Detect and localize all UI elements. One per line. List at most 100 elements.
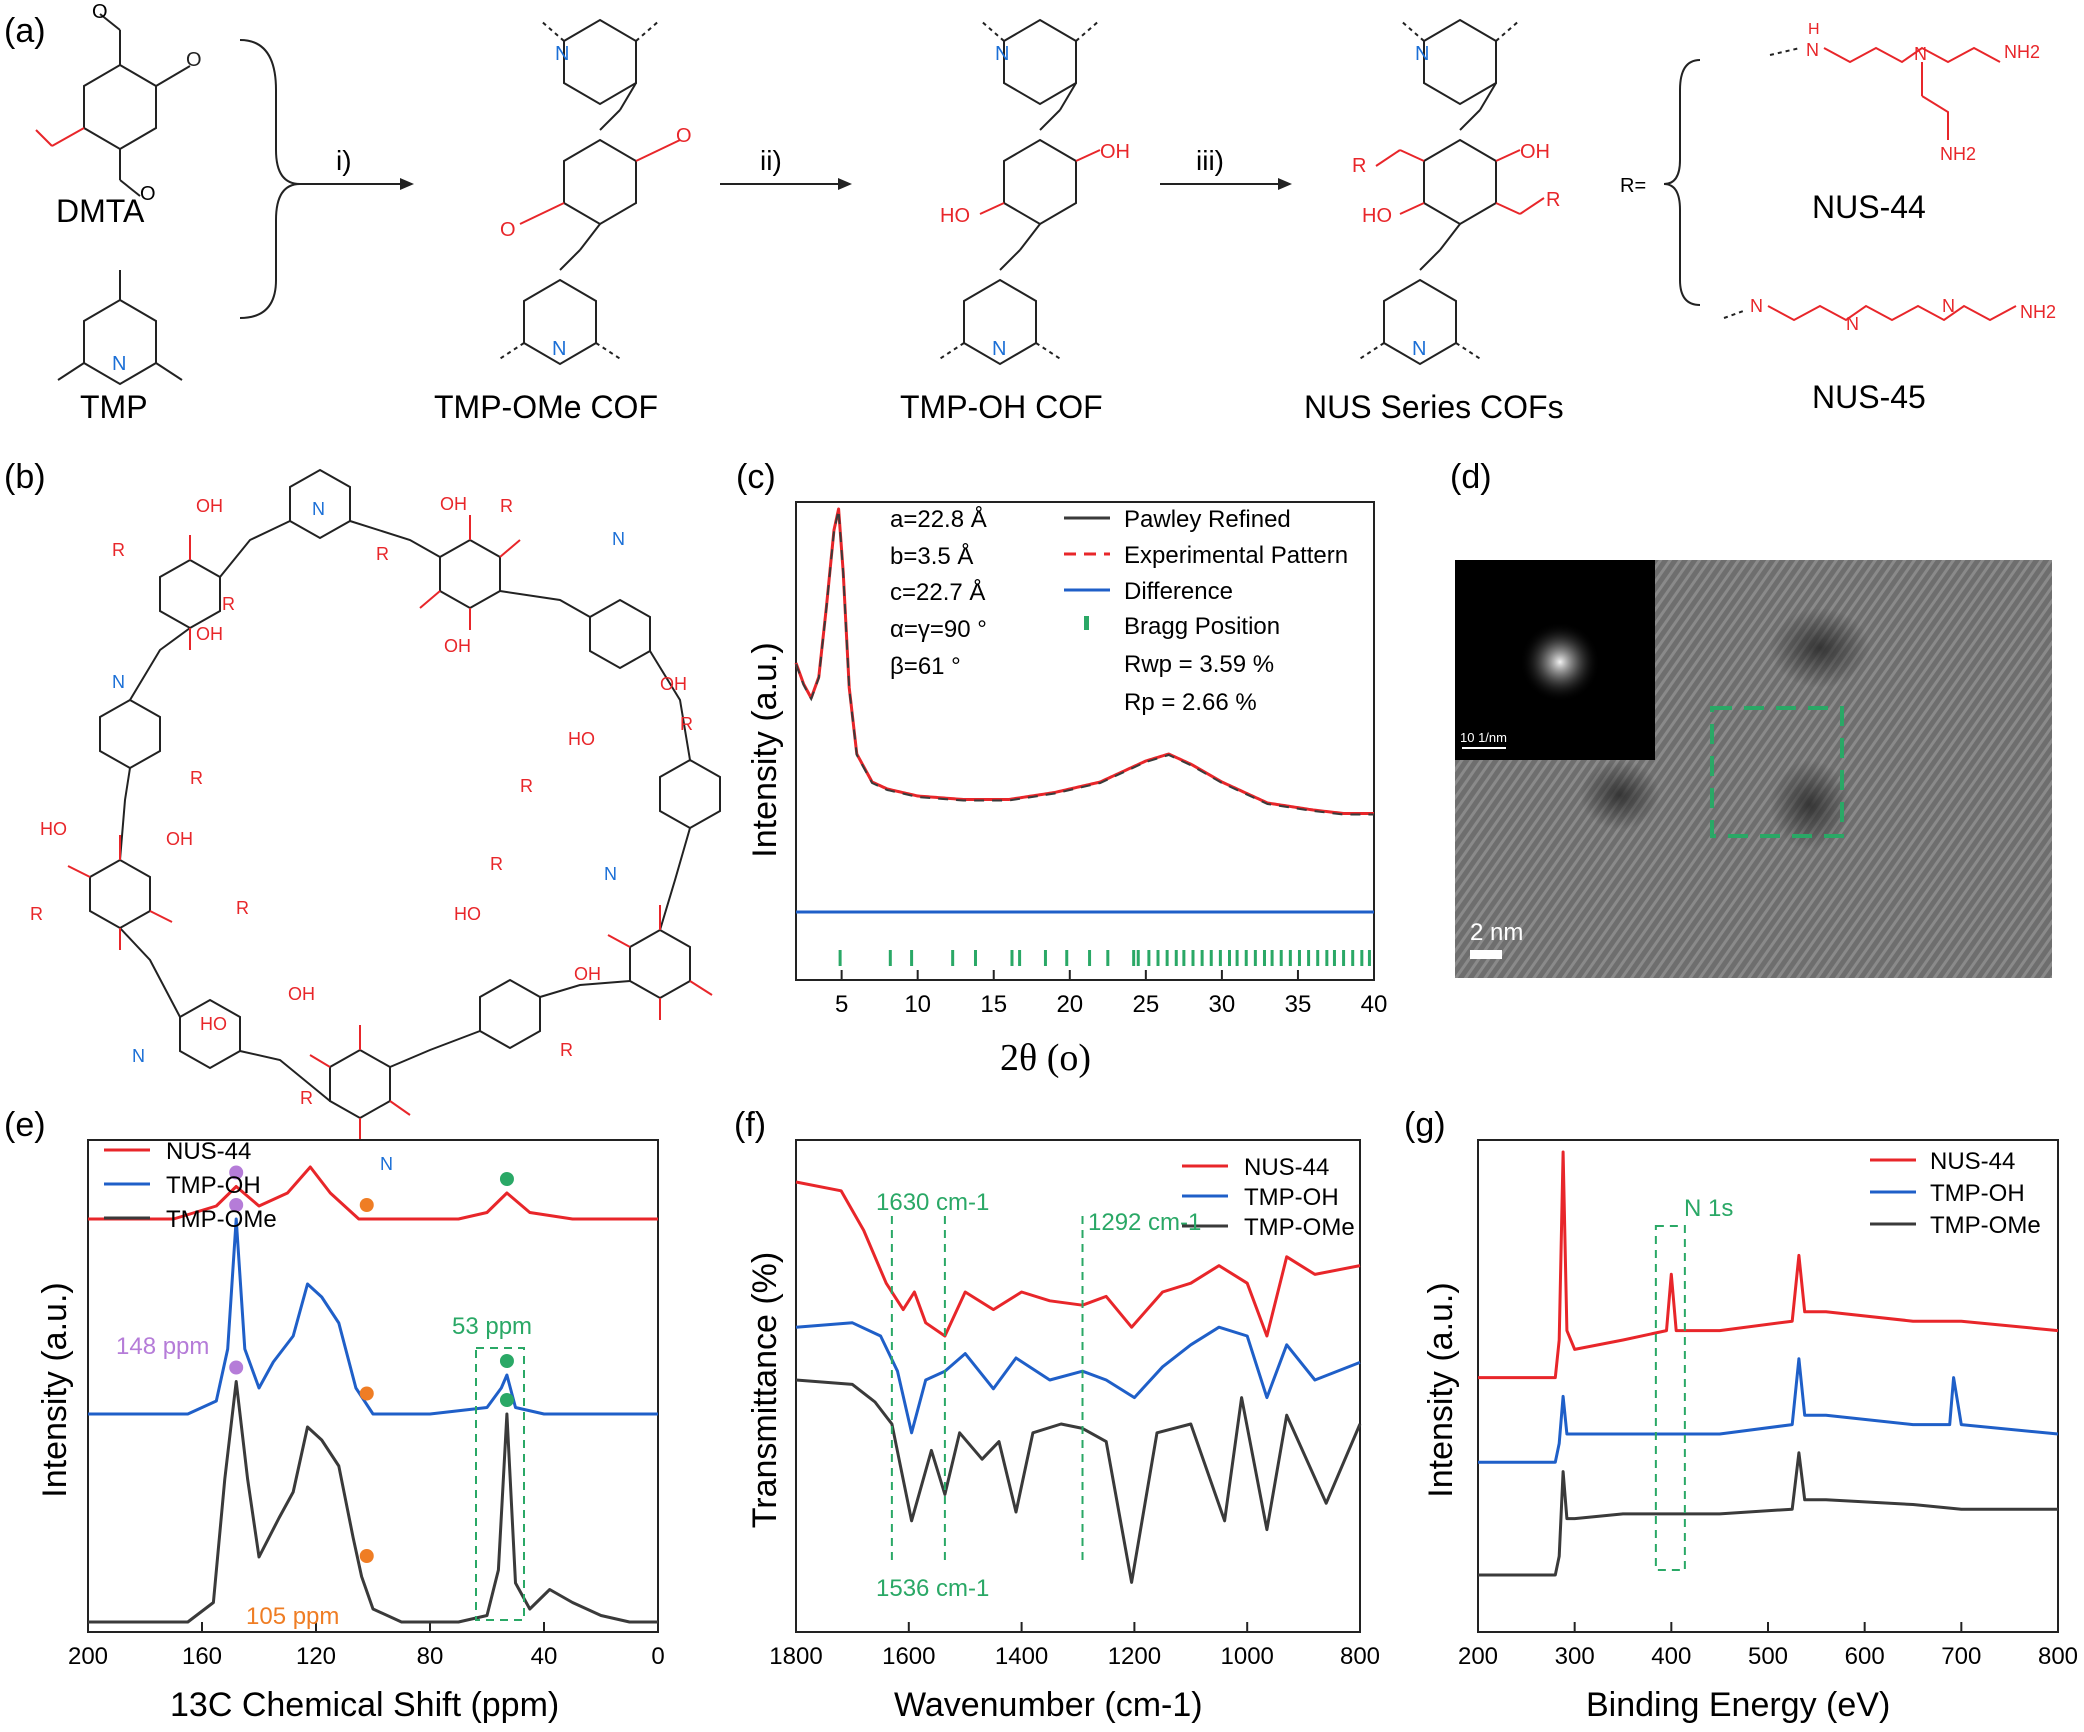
x-tick-label: 1200 <box>1108 1643 1161 1670</box>
panel-a: (a) O O O DMTA N TMP i) <box>4 1 2056 425</box>
panel-c: (c) 5 10 15 20 25 30 35 40 2θ (o) Intensity (a.… <box>736 458 1387 1079</box>
x-tick-label: 25 <box>1132 991 1159 1018</box>
legend-g-tmpome: TMP-OMe <box>1930 1212 2041 1239</box>
legend-e-nus44: NUS-44 <box>166 1138 251 1165</box>
panel-label-e: (e) <box>4 1106 46 1144</box>
panel-e: (e) 200 160 120 80 40 0 13C Chemical Shift (p… <box>4 1106 665 1724</box>
pore-n-3: N <box>112 672 125 692</box>
tmp-structure <box>57 270 183 386</box>
nus45-amine-3: N <box>1942 296 1955 316</box>
annotation-53ppm: 53 ppm <box>452 1313 532 1340</box>
pore-n-2: N <box>612 529 625 549</box>
bragg-mark <box>1165 950 1169 966</box>
legend-difference: Difference <box>1124 578 1233 605</box>
tem-scale-label: 2 nm <box>1470 919 1523 946</box>
pore-r-10: R <box>560 1040 573 1060</box>
annotation-n1s: N 1s <box>1684 1195 1733 1222</box>
legend-experimental: Experimental Pattern <box>1124 542 1348 569</box>
tmp-oh-nitrogen-bottom: N <box>992 338 1006 360</box>
tmp-ome-cof-label: TMP-OMe COF <box>434 389 658 425</box>
series-tmp-oh <box>1478 1357 2059 1464</box>
pore-r-3: R <box>112 540 125 560</box>
plot-c-xlabel: 2θ (o) <box>1000 1037 1091 1079</box>
tem-highlight-box <box>1710 706 1844 838</box>
peak-marker <box>359 1549 374 1563</box>
bragg-mark <box>1351 950 1355 966</box>
cell-param-alpha-gamma: α=γ=90 ° <box>890 616 987 643</box>
x-tick-label: 1000 <box>1221 1643 1274 1670</box>
x-tick-label: 15 <box>980 991 1007 1018</box>
pore-n-1: N <box>312 499 325 519</box>
x-tick-label: 200 <box>68 1643 108 1670</box>
legend-bragg: Bragg Position <box>1124 613 1280 640</box>
pore-oh-11: OH <box>288 984 315 1004</box>
x-tick-label: 300 <box>1555 1643 1595 1670</box>
plot-e-ticks: 200 160 120 80 40 0 <box>68 1622 665 1670</box>
bragg-mark <box>1325 950 1329 966</box>
legend-g-nus44: NUS-44 <box>1930 1148 2015 1175</box>
nus44-tertiary-n: N <box>1914 44 1927 64</box>
tmp-oh-hydroxyl-right: OH <box>1100 141 1130 163</box>
panel-label-c: (c) <box>736 458 776 496</box>
tmp-oh-cof-label: TMP-OH COF <box>900 389 1103 425</box>
x-tick-label: 80 <box>417 1643 444 1670</box>
pore-r-6: R <box>680 714 693 734</box>
peak-marker <box>359 1198 374 1212</box>
x-tick-label: 35 <box>1285 991 1312 1018</box>
x-tick-label: 800 <box>1340 1643 1380 1670</box>
panel-label-d: (d) <box>1450 458 1492 496</box>
x-tick-label: 120 <box>296 1643 336 1670</box>
x-tick-label: 700 <box>1941 1643 1981 1670</box>
plot-g-xlabel: Binding Energy (eV) <box>1586 1686 1890 1724</box>
annotation-148ppm: 148 ppm <box>116 1333 209 1360</box>
nus44-terminal-nh2: NH2 <box>2004 42 2040 62</box>
pore-oh-1: OH <box>440 494 467 514</box>
pore-r-9: R <box>490 854 503 874</box>
step2-label: ii) <box>760 145 782 176</box>
bragg-mark <box>1209 950 1213 966</box>
nus-nitrogen-top: N <box>1415 43 1429 65</box>
bragg-mark <box>1297 950 1301 966</box>
bragg-mark <box>1106 950 1110 966</box>
pore-oh-10: OH <box>574 964 601 984</box>
series-nus-44 <box>1478 1150 2059 1380</box>
bragg-mark <box>1288 950 1292 966</box>
panel-g: (g) 200 300 400 500 600 700 800 Binding Energy… <box>1404 1106 2078 1724</box>
refinement-rp: Rp = 2.66 % <box>1124 689 1257 716</box>
peak-marker <box>499 1172 514 1186</box>
pore-n-6: N <box>380 1154 393 1174</box>
plot-e-lines <box>88 1165 658 1624</box>
pore-oh-7: HO <box>40 819 67 839</box>
cell-param-c: c=22.7 Å <box>890 578 985 606</box>
nus45-substituent <box>1723 304 2017 322</box>
series-tmp-ome <box>1478 1451 2058 1577</box>
bragg-mark <box>1018 950 1022 966</box>
dmta-oxygen-bottom: O <box>140 183 156 205</box>
plot-g-ylabel: Intensity (a.u.) <box>1422 1282 1460 1497</box>
legend-f-tmpoh: TMP-OH <box>1244 1184 1339 1211</box>
bragg-mark <box>888 950 892 966</box>
pore-r-2: R <box>376 544 389 564</box>
plot-e-frame <box>87 1139 659 1633</box>
bragg-mark <box>1147 950 1151 966</box>
plot-c-ylabel: Intensity (a.u.) <box>746 642 784 857</box>
x-tick-label: 30 <box>1209 991 1236 1018</box>
pore-oh-9: HO <box>454 904 481 924</box>
bragg-mark <box>1136 950 1140 966</box>
bragg-mark <box>1307 950 1311 966</box>
x-tick-label: 400 <box>1651 1643 1691 1670</box>
pore-r-7: R <box>30 904 43 924</box>
nus-nitrogen-bottom: N <box>1412 338 1426 360</box>
bragg-mark <box>1270 950 1274 966</box>
cell-param-a: a=22.8 Å <box>890 505 987 533</box>
nus44-branch-nh2: NH2 <box>1940 144 1976 164</box>
series-tmp-oh <box>795 1321 1361 1435</box>
dmta-oxygen-top: O <box>92 1 108 23</box>
pore-r-8: R <box>190 768 203 788</box>
bragg-mark <box>1010 950 1014 966</box>
nus-r-left: R <box>1352 155 1366 177</box>
bragg-mark <box>1191 950 1195 966</box>
tmp-oh-structure <box>937 18 1101 366</box>
bragg-mark <box>951 950 955 966</box>
bragg-mark <box>910 950 914 966</box>
